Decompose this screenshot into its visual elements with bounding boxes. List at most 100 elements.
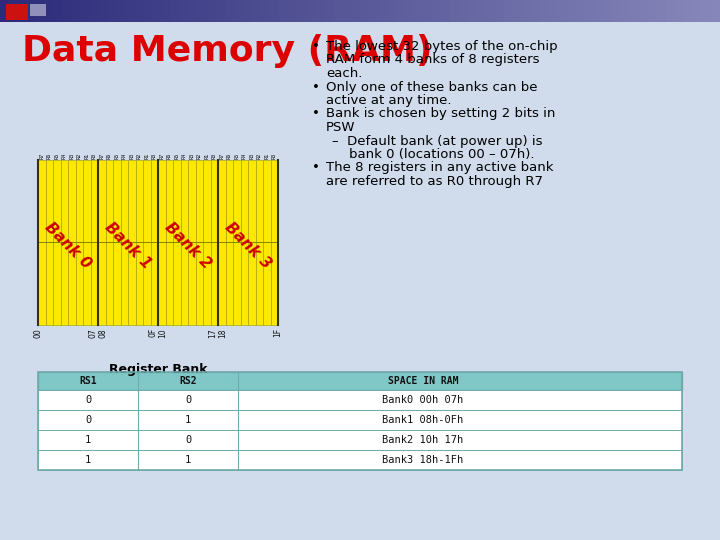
Bar [45,160,53,325]
Text: 1F: 1F [274,328,282,337]
Bar [90,0,100,22]
Bar [113,160,120,325]
Bar [279,0,289,22]
Text: R2: R2 [77,153,82,159]
Text: Bank0 00h 07h: Bank0 00h 07h [382,395,464,405]
Text: R3: R3 [249,153,254,159]
Text: are referred to as R0 through R7: are referred to as R0 through R7 [326,175,543,188]
Bar [342,0,352,22]
Text: R1: R1 [84,153,89,159]
Text: R6: R6 [47,153,52,159]
Text: bank 0 (locations 00 – 07h).: bank 0 (locations 00 – 07h). [332,148,534,161]
Text: 1: 1 [85,455,91,465]
Bar [135,160,143,325]
Text: R7: R7 [99,153,104,159]
Bar [261,0,271,22]
Bar [91,160,98,325]
Bar [188,160,196,325]
Bar [567,0,577,22]
Bar [369,0,379,22]
Text: R6: R6 [227,153,232,159]
Bar [38,372,682,470]
Bar [423,0,433,22]
Bar [166,160,173,325]
Bar [189,0,199,22]
Text: •: • [312,40,320,53]
Bar [135,0,145,22]
Text: R6: R6 [167,153,172,159]
Bar [684,0,694,22]
Bar [504,0,514,22]
Bar [38,390,682,410]
Bar [60,160,68,325]
Bar [171,0,181,22]
Bar [702,0,712,22]
Text: R1: R1 [144,153,149,159]
Bar [81,0,91,22]
Bar [63,0,73,22]
Bar [243,0,253,22]
Bar [396,0,406,22]
Bar [648,0,658,22]
Text: R0: R0 [271,153,276,159]
Bar [45,0,55,22]
Text: 0: 0 [185,435,191,445]
Bar [225,160,233,325]
Text: R5: R5 [54,153,59,159]
Text: The lowest 32 bytes of the on-chip: The lowest 32 bytes of the on-chip [326,40,557,53]
Bar [468,0,478,22]
Text: R4: R4 [62,153,67,159]
Bar [630,0,640,22]
Bar [38,242,278,243]
Bar [450,0,460,22]
Text: Bank1 08h-0Fh: Bank1 08h-0Fh [382,415,464,425]
Text: R5: R5 [234,153,239,159]
Bar [288,0,298,22]
Bar [76,160,83,325]
Bar [117,0,127,22]
Bar [203,160,210,325]
Bar [120,160,128,325]
Bar [106,160,113,325]
Bar [143,160,150,325]
Bar [252,0,262,22]
Bar [612,0,622,22]
Bar [666,0,676,22]
Bar [38,410,682,430]
Text: •: • [312,161,320,174]
Bar [351,0,361,22]
Text: 07
08: 07 08 [89,328,108,338]
Text: each.: each. [326,67,362,80]
Text: R0: R0 [152,153,157,159]
Bar [207,0,217,22]
Bar [30,4,46,16]
Bar [240,160,248,325]
Bar [38,450,682,470]
Text: 0: 0 [85,415,91,425]
Bar [9,0,19,22]
Text: RS2: RS2 [179,376,197,386]
Text: –  Default bank (at power up) is: – Default bank (at power up) is [332,134,542,147]
Bar [83,160,91,325]
Bar [513,0,523,22]
Bar [126,0,136,22]
Text: R2: R2 [137,153,142,159]
Text: R7: R7 [40,153,44,159]
Bar [53,160,60,325]
Bar [38,372,682,390]
Bar [360,0,370,22]
Text: R0: R0 [91,153,96,159]
Text: R0: R0 [212,153,217,159]
Bar [144,0,154,22]
Bar [306,0,316,22]
Text: R5: R5 [114,153,120,159]
Bar [270,0,280,22]
Bar [711,0,720,22]
Bar [36,0,46,22]
Text: Bank 0: Bank 0 [42,220,94,272]
Bar [414,0,424,22]
Bar [324,0,334,22]
Text: R3: R3 [130,153,134,159]
Text: Bank2 10h 17h: Bank2 10h 17h [382,435,464,445]
Text: R4: R4 [242,153,247,159]
